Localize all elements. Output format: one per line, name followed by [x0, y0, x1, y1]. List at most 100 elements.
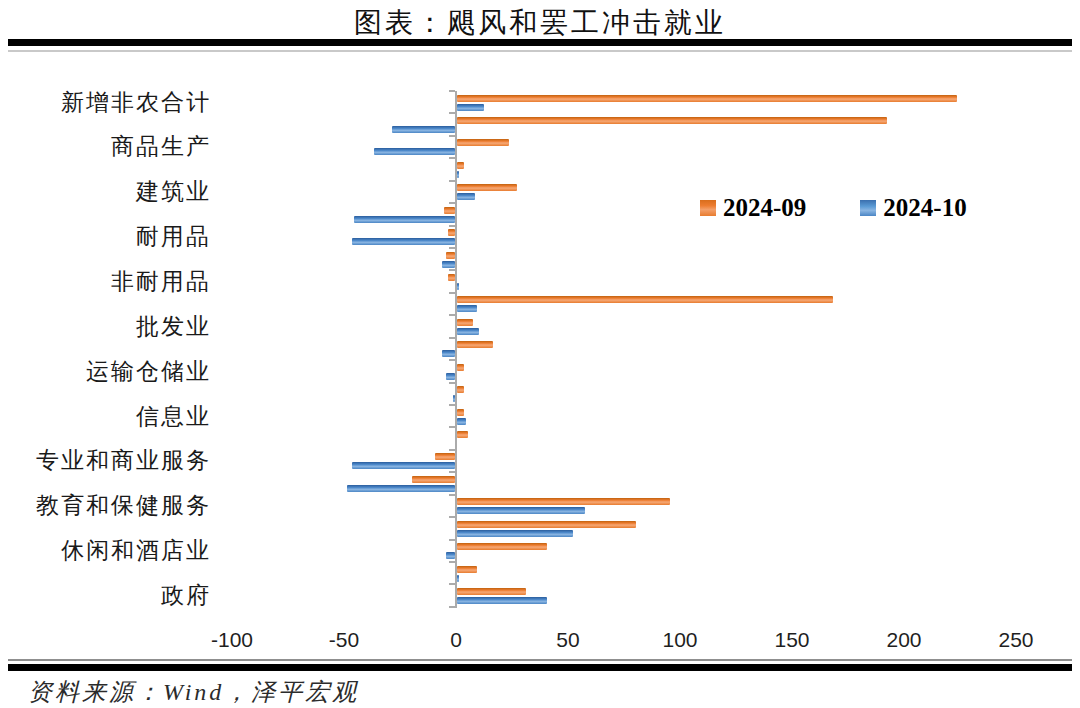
- bar-2024-10: [457, 104, 484, 111]
- bar-2024-10: [457, 305, 477, 312]
- y-axis-tick: [449, 135, 455, 137]
- bar-2024-10: [453, 395, 455, 402]
- bar-2024-09: [444, 207, 455, 214]
- y-axis-tick: [449, 90, 455, 92]
- x-axis-tick-label: 150: [747, 628, 837, 652]
- y-axis-tick: [449, 314, 455, 316]
- bar-2024-09: [457, 117, 887, 124]
- bar-2024-09: [457, 386, 464, 393]
- y-axis-tick: [449, 426, 455, 428]
- bar-2024-09: [457, 498, 670, 505]
- bar-2024-10: [352, 238, 455, 245]
- category-label: 教育和保健服务: [0, 492, 211, 520]
- chart-figure: 图表：飓风和罢工冲击就业 新增非农合计商品生产建筑业耐用品非耐用品批发业运输仓储…: [0, 0, 1080, 708]
- y-axis-tick: [449, 247, 455, 249]
- x-axis-tick-label: 100: [635, 628, 725, 652]
- bar-2024-09: [457, 184, 517, 191]
- bar-2024-10: [442, 350, 455, 357]
- bar-2024-10: [457, 418, 466, 425]
- y-axis-tick: [449, 202, 455, 204]
- y-axis-tick: [449, 180, 455, 182]
- bar-2024-09: [435, 453, 455, 460]
- legend-item-2024-09: 2024-09: [700, 194, 806, 222]
- legend-label-2024-10: 2024-10: [883, 194, 966, 222]
- y-axis-tick: [449, 404, 455, 406]
- y-axis-tick: [449, 449, 455, 451]
- bar-2024-10: [446, 552, 455, 559]
- y-axis-tick: [449, 561, 455, 563]
- bottom-rule-thin: [8, 659, 1072, 661]
- bar-2024-09: [446, 252, 455, 259]
- y-axis-tick: [449, 606, 455, 608]
- category-label: 商品生产: [0, 133, 211, 161]
- bar-2024-09: [457, 319, 473, 326]
- bar-2024-10: [446, 373, 455, 380]
- y-axis-tick: [449, 157, 455, 159]
- legend-item-2024-10: 2024-10: [860, 194, 966, 222]
- bar-2024-09: [448, 229, 455, 236]
- category-label: 专业和商业服务: [0, 447, 211, 475]
- bar-2024-10: [457, 171, 459, 178]
- category-label: 休闲和酒店业: [0, 537, 211, 565]
- bar-2024-10: [457, 575, 459, 582]
- bar-2024-09: [457, 296, 833, 303]
- plot-area: 新增非农合计商品生产建筑业耐用品非耐用品批发业运输仓储业信息业专业和商业服务教育…: [0, 0, 1080, 708]
- y-axis-tick: [449, 337, 455, 339]
- bar-2024-10: [354, 216, 455, 223]
- x-axis-tick-label: 50: [523, 628, 613, 652]
- bar-2024-10: [457, 193, 475, 200]
- y-axis-tick: [449, 269, 455, 271]
- bar-2024-10: [457, 507, 585, 514]
- source-note: 资料来源：Wind，泽平宏观: [28, 676, 359, 708]
- x-axis-tick-label: -100: [187, 628, 277, 652]
- y-axis-tick: [449, 539, 455, 541]
- legend-swatch-2024-10: [860, 200, 876, 216]
- category-label: 新增非农合计: [0, 89, 211, 117]
- legend: 2024-09 2024-10: [700, 195, 967, 221]
- bar-2024-09: [448, 274, 455, 281]
- bar-2024-09: [457, 521, 636, 528]
- bar-2024-09: [457, 341, 493, 348]
- bar-2024-09: [457, 364, 464, 371]
- bar-2024-10: [457, 530, 573, 537]
- y-axis-tick: [449, 292, 455, 294]
- x-axis-tick-label: 200: [859, 628, 949, 652]
- legend-label-2024-09: 2024-09: [723, 194, 806, 222]
- category-label: 政府: [0, 582, 211, 610]
- x-axis-tick-label: 0: [411, 628, 501, 652]
- y-axis-tick: [449, 516, 455, 518]
- x-axis-tick-label: 250: [971, 628, 1061, 652]
- bar-2024-10: [457, 328, 479, 335]
- category-label: 耐用品: [0, 223, 211, 251]
- category-label: 建筑业: [0, 178, 211, 206]
- category-label: 信息业: [0, 403, 211, 431]
- category-label: 批发业: [0, 313, 211, 341]
- bar-2024-09: [412, 476, 455, 483]
- y-axis-tick: [449, 112, 455, 114]
- bar-2024-10: [457, 597, 547, 604]
- y-axis-tick: [449, 494, 455, 496]
- y-axis-tick: [449, 382, 455, 384]
- bar-2024-09: [457, 431, 468, 438]
- bar-2024-09: [457, 95, 957, 102]
- bar-2024-10: [457, 283, 459, 290]
- x-axis-tick-label: -50: [299, 628, 389, 652]
- bar-2024-09: [457, 162, 464, 169]
- bottom-rule-thick: [8, 664, 1072, 671]
- bar-2024-10: [442, 261, 455, 268]
- y-axis-tick: [449, 471, 455, 473]
- bar-2024-09: [457, 409, 464, 416]
- category-label: 运输仓储业: [0, 358, 211, 386]
- bar-2024-10: [352, 462, 455, 469]
- bar-2024-09: [457, 543, 547, 550]
- bar-2024-10: [374, 148, 455, 155]
- category-label: 非耐用品: [0, 268, 211, 296]
- bar-2024-10: [347, 485, 455, 492]
- bar-2024-09: [457, 566, 477, 573]
- y-axis-tick: [449, 359, 455, 361]
- y-axis-tick: [449, 583, 455, 585]
- legend-swatch-2024-09: [700, 200, 716, 216]
- y-axis-tick: [449, 225, 455, 227]
- bar-2024-09: [457, 139, 509, 146]
- bar-2024-10: [392, 126, 455, 133]
